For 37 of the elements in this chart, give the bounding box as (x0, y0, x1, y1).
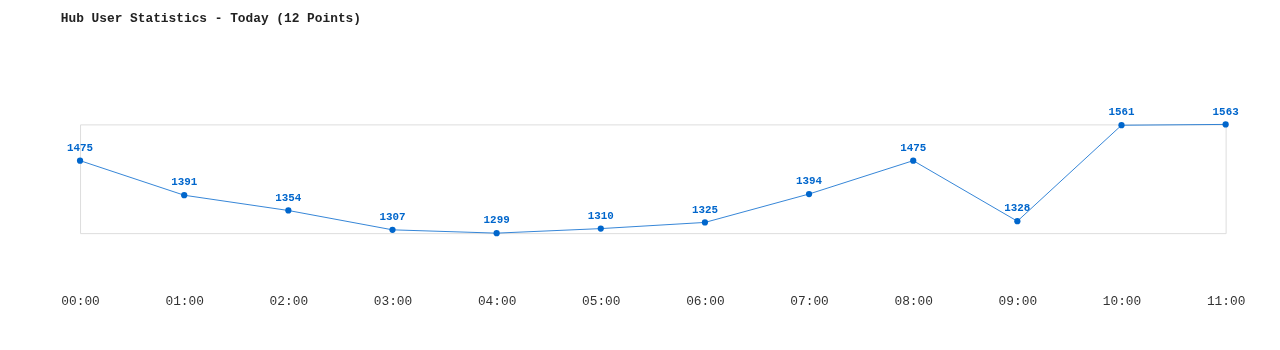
point (389, 226, 396, 233)
x-tick-label: 10:00 (1102, 293, 1142, 309)
data-label: 1299 (483, 214, 510, 227)
point (181, 192, 188, 199)
data-label: 1561 (1108, 106, 1135, 119)
point (1014, 218, 1021, 225)
x-tick-label: 05:00 (582, 293, 621, 309)
x-tick-label: 09:00 (998, 293, 1038, 309)
data-label: 1307 (379, 210, 406, 223)
data-label: 1475 (900, 141, 927, 154)
point (910, 157, 917, 164)
data-label: 1391 (171, 176, 198, 189)
data-label: 1310 (587, 209, 614, 222)
x-tick-label: 07:00 (790, 293, 829, 309)
data-label: 1328 (1004, 202, 1031, 215)
x-tick-label: 08:00 (894, 293, 933, 309)
point (1222, 121, 1229, 128)
x-tick-label: 02:00 (269, 293, 309, 309)
x-tick-label: 03:00 (373, 293, 413, 309)
x-tick-label: 01:00 (165, 293, 204, 309)
data-label: 1563 (1212, 105, 1239, 118)
chart-title: Hub User Statistics - Today (12 Points) (60, 10, 362, 26)
point (805, 190, 813, 198)
point (701, 219, 709, 226)
data-label: 1475 (67, 141, 94, 154)
data-label: 1325 (691, 203, 718, 216)
point (1118, 122, 1125, 129)
x-tick-label: 04:00 (477, 293, 517, 309)
point (76, 157, 84, 164)
point (285, 207, 292, 214)
x-tick-label: 00:00 (61, 293, 100, 309)
point (493, 230, 500, 237)
data-label: 1354 (275, 191, 302, 204)
x-tick-label: 06:00 (686, 293, 725, 309)
data-label: 1394 (796, 175, 823, 188)
point (597, 225, 604, 232)
x-tick-label: 11:00 (1206, 293, 1246, 309)
